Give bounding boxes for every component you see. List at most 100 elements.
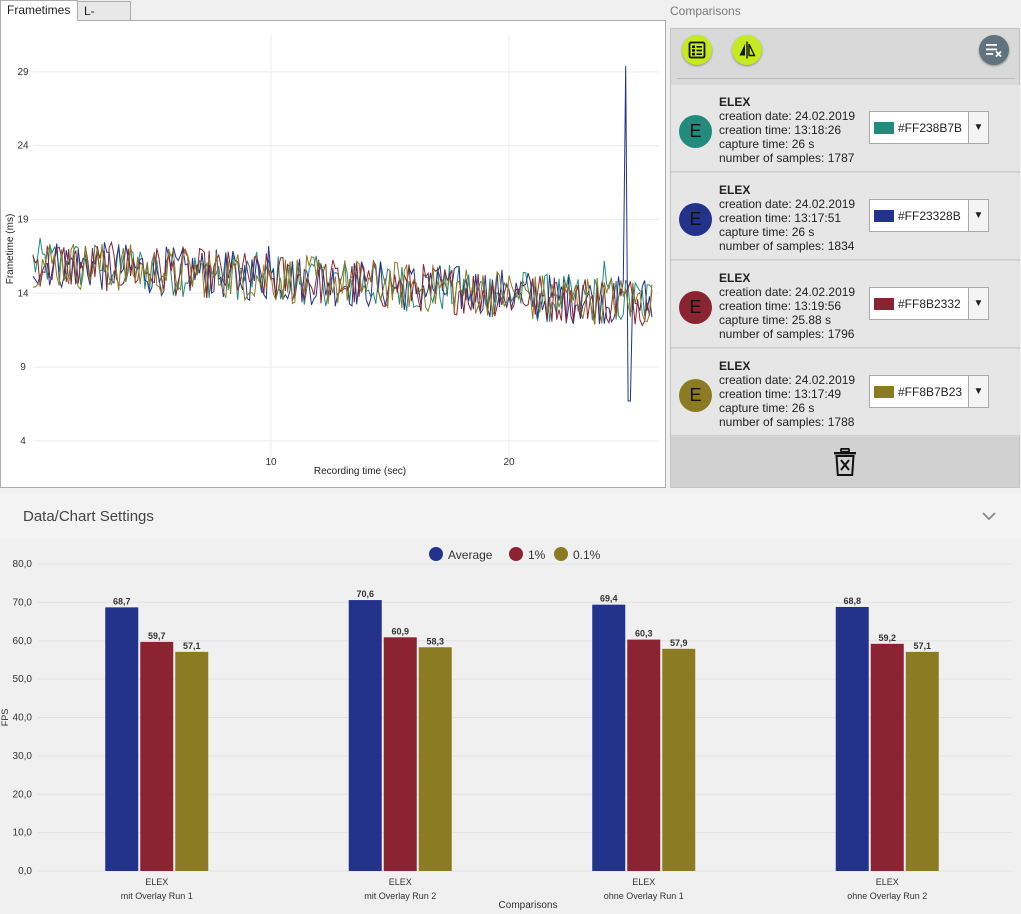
x-tick-label: ELEX <box>632 877 655 887</box>
bar[interactable] <box>105 607 139 871</box>
bar[interactable] <box>383 637 417 871</box>
frametime-chart[interactable]: 10 20 4 9 14 19 24 29 Recording time (sec) Framet… <box>1 21 665 487</box>
clear-list-icon <box>986 44 1002 58</box>
bar-value-label: 59,2 <box>878 633 896 643</box>
x-tick-label: ELEX <box>876 877 899 887</box>
bar[interactable] <box>662 648 696 871</box>
x-tick-label: mit Overlay Run 2 <box>364 891 436 901</box>
bar[interactable] <box>870 643 904 871</box>
y-tick-label: 20,0 <box>13 789 33 800</box>
color-dropdown-button[interactable]: ▼ <box>968 288 988 319</box>
y-tick-label: 10,0 <box>13 828 33 839</box>
comparison-list: E ELEX creation date: 24.02.2019 creatio… <box>671 85 1020 437</box>
game-avatar: E <box>679 291 712 324</box>
frametime-series-line <box>32 243 653 325</box>
x-tick-label: ELEX <box>389 877 412 887</box>
table-view-button[interactable] <box>682 35 712 65</box>
creation-time: creation time: 13:17:49 <box>719 387 842 401</box>
bar-value-label: 70,6 <box>356 589 374 599</box>
y-tick-label: 70,0 <box>13 597 33 608</box>
color-dropdown-button[interactable]: ▼ <box>968 200 988 231</box>
bar[interactable] <box>140 641 174 871</box>
comparison-item[interactable]: E ELEX creation date: 24.02.2019 creatio… <box>671 349 1020 436</box>
comparison-details: ELEX creation date: 24.02.2019 creation … <box>719 183 855 253</box>
bar-chart[interactable]: 0,0 10,0 20,0 30,0 40,0 50,0 60,0 70,0 80,0 FPS Co… <box>0 541 1021 914</box>
creation-date: creation date: 24.02.2019 <box>719 285 856 299</box>
chart-settings-bar[interactable]: Data/Chart Settings <box>0 493 1021 539</box>
legend-marker <box>509 547 523 561</box>
color-dropdown-button[interactable]: ▼ <box>968 112 988 143</box>
legend-label[interactable]: 1% <box>528 548 546 562</box>
settings-title: Data/Chart Settings <box>23 508 154 525</box>
game-avatar: E <box>679 203 712 236</box>
tab-frametimes[interactable]: Frametimes <box>0 0 78 21</box>
y-tick-label: 40,0 <box>13 713 33 724</box>
comparisons-title: Comparisons <box>670 4 741 18</box>
game-name: ELEX <box>719 95 751 109</box>
y-axis-label: Frametime (ms) <box>5 214 16 285</box>
sample-count: number of samples: 1787 <box>719 151 855 165</box>
y-tick-label: 19 <box>17 214 29 225</box>
color-hex-value: #FF23328B <box>898 209 961 223</box>
legend-label[interactable]: Average <box>448 548 493 562</box>
trash-icon[interactable] <box>833 448 857 476</box>
comparison-item[interactable]: E ELEX creation date: 24.02.2019 creatio… <box>671 173 1020 260</box>
bar-value-label: 60,3 <box>635 629 653 639</box>
x-axis-label: Comparisons <box>499 900 558 911</box>
y-tick-label: 50,0 <box>13 674 33 685</box>
color-swatch <box>874 386 894 398</box>
color-hex-value: #FF238B7B <box>898 121 963 135</box>
bar-chart-area: 0,0 10,0 20,0 30,0 40,0 50,0 60,0 70,0 80,0 FPS Co… <box>0 541 1021 914</box>
chevron-down-icon: ▼ <box>973 210 984 221</box>
legend-marker <box>554 547 568 561</box>
comparison-details: ELEX creation date: 24.02.2019 creation … <box>719 95 855 165</box>
clear-list-button[interactable] <box>979 35 1009 65</box>
comparison-item[interactable]: E ELEX creation date: 24.02.2019 creatio… <box>671 85 1020 172</box>
color-dropdown-button[interactable]: ▼ <box>968 376 988 407</box>
bar-value-label: 60,9 <box>391 626 409 636</box>
game-name: ELEX <box>719 359 751 373</box>
x-tick-label: ELEX <box>145 877 168 887</box>
x-axis-label: Recording time (sec) <box>314 466 406 477</box>
x-tick-label: 20 <box>503 457 515 468</box>
x-tick-label: 10 <box>265 457 277 468</box>
y-tick-label: 80,0 <box>13 559 33 570</box>
y-tick-label: 30,0 <box>13 751 33 762</box>
tab-l-shape[interactable]: L-shape <box>77 1 131 36</box>
bar[interactable] <box>627 639 661 871</box>
y-tick-label: 9 <box>20 362 26 373</box>
color-picker[interactable]: #FF8B2332 ▼ <box>869 287 989 320</box>
bar-value-label: 69,4 <box>600 594 618 604</box>
bar[interactable] <box>905 651 939 871</box>
bar[interactable] <box>348 600 382 871</box>
bar-value-label: 59,7 <box>148 631 166 641</box>
chevron-down-icon: ▼ <box>973 122 984 133</box>
bar-value-label: 68,8 <box>843 596 861 606</box>
bar[interactable] <box>592 604 626 871</box>
chevron-down-icon: ▼ <box>973 298 984 309</box>
color-hex-value: #FF8B7B23 <box>898 385 963 399</box>
color-picker[interactable]: #FF8B7B23 ▼ <box>869 375 989 408</box>
y-tick-label: 0,0 <box>18 866 32 877</box>
color-picker[interactable]: #FF23328B ▼ <box>869 199 989 232</box>
color-swatch <box>874 122 894 134</box>
table-view-icon <box>688 41 706 59</box>
color-picker[interactable]: #FF238B7B ▼ <box>869 111 989 144</box>
comparison-details: ELEX creation date: 24.02.2019 creation … <box>719 359 855 429</box>
sample-count: number of samples: 1788 <box>719 415 855 429</box>
y-tick-label: 29 <box>17 67 29 78</box>
game-avatar: E <box>679 115 712 148</box>
bar[interactable] <box>835 606 869 871</box>
y-tick-label: 24 <box>17 141 29 152</box>
bar-value-label: 57,1 <box>183 641 201 651</box>
swap-button[interactable] <box>732 35 762 65</box>
bar[interactable] <box>418 647 452 871</box>
comparison-item[interactable]: E ELEX creation date: 24.02.2019 creatio… <box>671 261 1020 348</box>
legend-label[interactable]: 0.1% <box>573 548 601 562</box>
chevron-down-icon[interactable] <box>980 507 998 525</box>
y-tick-label: 14 <box>17 288 29 299</box>
chevron-down-icon: ▼ <box>973 386 984 397</box>
bar-value-label: 68,7 <box>113 596 131 606</box>
bar[interactable] <box>175 651 209 871</box>
x-tick-label: ohne Overlay Run 1 <box>604 891 684 901</box>
